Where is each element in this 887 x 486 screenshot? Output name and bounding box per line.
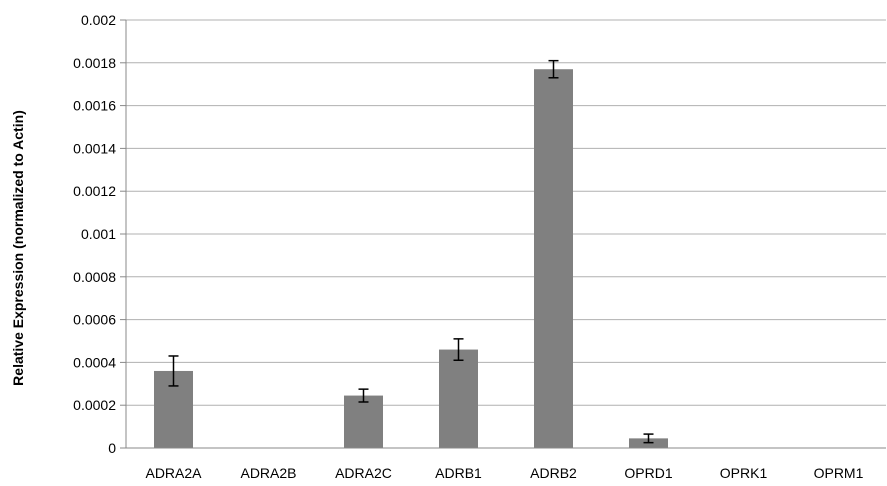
x-tick-label: OPRM1 xyxy=(814,465,864,481)
bars xyxy=(154,69,858,448)
y-tick-label: 0.0004 xyxy=(73,354,116,370)
bar-adrb2 xyxy=(534,69,573,448)
error-bars xyxy=(168,59,654,444)
y-tick-label: 0.0018 xyxy=(73,55,116,71)
axes xyxy=(120,19,886,449)
x-tick-label: OPRK1 xyxy=(720,465,768,481)
y-tick-label: 0.002 xyxy=(81,12,116,28)
x-tick-label: ADRA2C xyxy=(335,465,392,481)
gridlines xyxy=(126,19,886,406)
y-tick-label: 0 xyxy=(108,440,116,456)
y-axis-label: Relative Expression (normalized to Actin… xyxy=(10,110,26,386)
y-tick-label: 0.0014 xyxy=(73,140,116,156)
y-tick-label: 0.0008 xyxy=(73,269,116,285)
bar-adrb1 xyxy=(439,349,478,448)
x-tick-label: ADRB2 xyxy=(530,465,577,481)
x-tick-labels: ADRA2A ADRA2B ADRA2C ADRB1 ADRB2 OPRD1 OPRK1 OP… xyxy=(145,465,863,481)
y-tick-label: 0.0016 xyxy=(73,98,116,114)
bar-adra2c xyxy=(344,395,383,448)
y-tick-labels: 0 0.0002 0.0004 0.0006 0.0008 0.001 0.0012 0.00… xyxy=(73,12,116,456)
y-tick-label: 0.0002 xyxy=(73,397,116,413)
y-tick-label: 0.0012 xyxy=(73,183,116,199)
x-tick-label: ADRA2B xyxy=(240,465,296,481)
x-tick-label: ADRB1 xyxy=(435,465,482,481)
y-tick-label: 0.001 xyxy=(81,226,116,242)
x-tick-label: ADRA2A xyxy=(145,465,202,481)
x-tick-label: OPRD1 xyxy=(624,465,672,481)
y-tick-label: 0.0006 xyxy=(73,312,116,328)
